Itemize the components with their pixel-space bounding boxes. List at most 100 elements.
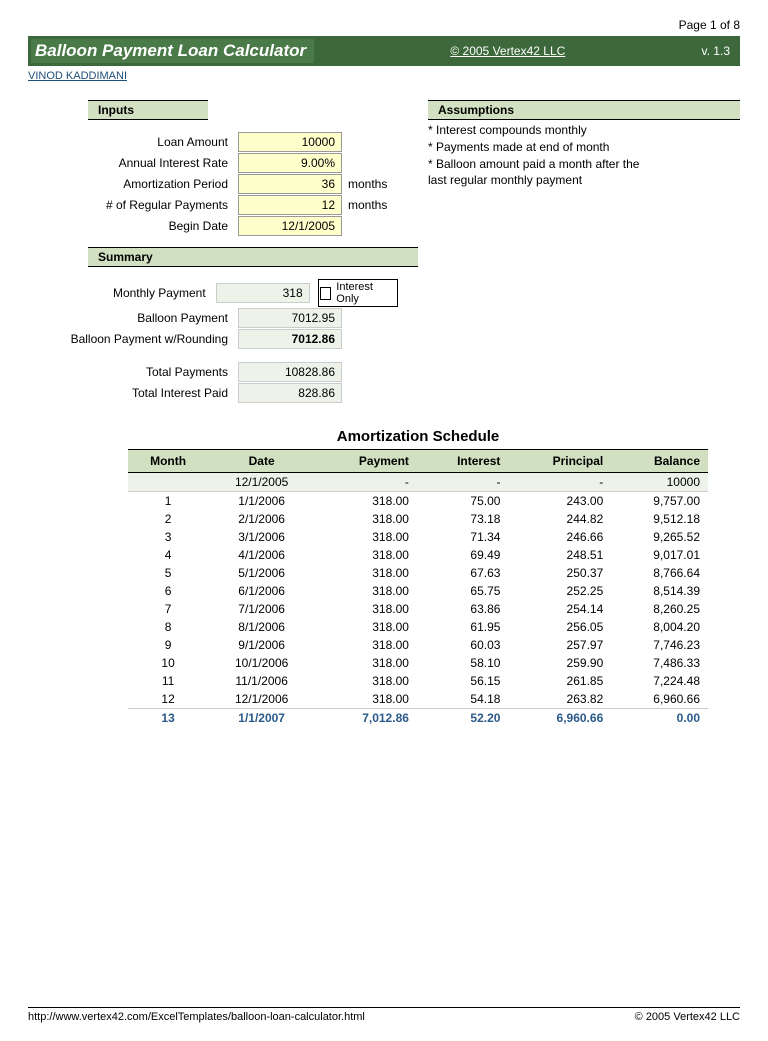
table-cell [128, 473, 208, 492]
table-cell: 0.00 [611, 709, 708, 728]
table-cell: 318.00 [315, 492, 417, 511]
numpay-unit: months [342, 198, 387, 212]
table-cell: 318.00 [315, 618, 417, 636]
table-cell: 7/1/2006 [208, 600, 315, 618]
summary-header: Summary [88, 247, 418, 267]
table-cell: 318.00 [315, 636, 417, 654]
table-cell: 257.97 [508, 636, 611, 654]
footer-copyright: © 2005 Vertex42 LLC [635, 1011, 740, 1023]
begin-input[interactable]: 12/1/2005 [238, 216, 342, 236]
col-date: Date [208, 450, 315, 473]
table-cell: 8/1/2006 [208, 618, 315, 636]
col-interest: Interest [417, 450, 509, 473]
table-cell: 6 [128, 582, 208, 600]
table-cell: 7,224.48 [611, 672, 708, 690]
assumption-line: last regular monthly payment [428, 172, 740, 189]
total-pay-label: Total Payments [28, 365, 238, 379]
table-cell: 246.66 [508, 528, 611, 546]
amort-unit: months [342, 177, 387, 191]
table-row: 131/1/20077,012.8652.206,960.660.00 [128, 709, 708, 728]
table-cell: 1/1/2006 [208, 492, 315, 511]
table-row: 1111/1/2006318.0056.15261.857,224.48 [128, 672, 708, 690]
table-cell: 10 [128, 654, 208, 672]
interest-only-checkbox[interactable]: Interest Only [318, 279, 398, 307]
table-cell: 263.82 [508, 690, 611, 709]
table-row: 33/1/2006318.0071.34246.669,265.52 [128, 528, 708, 546]
table-cell: 11/1/2006 [208, 672, 315, 690]
table-cell: 6,960.66 [508, 709, 611, 728]
table-cell: 9,757.00 [611, 492, 708, 511]
table-cell: - [315, 473, 417, 492]
table-cell: 69.49 [417, 546, 509, 564]
balloon-round-value: 7012.86 [238, 329, 342, 349]
loan-amount-input[interactable]: 10000 [238, 132, 342, 152]
table-row: 77/1/2006318.0063.86254.148,260.25 [128, 600, 708, 618]
assumption-line: * Payments made at end of month [428, 139, 740, 156]
table-cell: 12/1/2005 [208, 473, 315, 492]
table-cell: 5/1/2006 [208, 564, 315, 582]
table-cell: 13 [128, 709, 208, 728]
table-cell: 56.15 [417, 672, 509, 690]
author-link[interactable]: VINOD KADDIMANI [28, 70, 740, 82]
table-cell: 7,486.33 [611, 654, 708, 672]
amort-label: Amortization Period [28, 177, 238, 191]
assumption-line: * Interest compounds monthly [428, 122, 740, 139]
table-row: 66/1/2006318.0065.75252.258,514.39 [128, 582, 708, 600]
table-row: 44/1/2006318.0069.49248.519,017.01 [128, 546, 708, 564]
table-cell: 250.37 [508, 564, 611, 582]
table-cell: 9/1/2006 [208, 636, 315, 654]
table-cell: 8,514.39 [611, 582, 708, 600]
inputs-header: Inputs [88, 100, 208, 120]
table-cell: 7,746.23 [611, 636, 708, 654]
monthly-label: Monthly Payment [28, 286, 216, 300]
table-cell: 9,017.01 [611, 546, 708, 564]
copyright-link[interactable]: © 2005 Vertex42 LLC [450, 44, 565, 58]
footer-url[interactable]: http://www.vertex42.com/ExcelTemplates/b… [28, 1011, 365, 1023]
table-cell: 3/1/2006 [208, 528, 315, 546]
table-cell: 2 [128, 510, 208, 528]
table-row: 12/1/2005---10000 [128, 473, 708, 492]
schedule-title: Amortization Schedule [128, 428, 708, 445]
assumption-line: * Balloon amount paid a month after the [428, 156, 740, 173]
balloon-label: Balloon Payment [28, 311, 238, 325]
table-cell: 3 [128, 528, 208, 546]
table-cell: 52.20 [417, 709, 509, 728]
table-cell: 254.14 [508, 600, 611, 618]
table-cell: 60.03 [417, 636, 509, 654]
table-cell: 2/1/2006 [208, 510, 315, 528]
table-row: 55/1/2006318.0067.63250.378,766.64 [128, 564, 708, 582]
table-cell: 12/1/2006 [208, 690, 315, 709]
table-cell: 259.90 [508, 654, 611, 672]
rate-label: Annual Interest Rate [28, 156, 238, 170]
table-cell: 6,960.66 [611, 690, 708, 709]
table-cell: 252.25 [508, 582, 611, 600]
table-row: 88/1/2006318.0061.95256.058,004.20 [128, 618, 708, 636]
amort-input[interactable]: 36 [238, 174, 342, 194]
begin-label: Begin Date [28, 219, 238, 233]
table-cell: 8,004.20 [611, 618, 708, 636]
table-cell: 67.63 [417, 564, 509, 582]
table-cell: 261.85 [508, 672, 611, 690]
assumptions-header: Assumptions [428, 100, 740, 120]
table-cell: 1 [128, 492, 208, 511]
amortization-table: Month Date Payment Interest Principal Ba… [128, 449, 708, 727]
table-cell: 256.05 [508, 618, 611, 636]
page-number: Page 1 of 8 [28, 18, 740, 32]
col-balance: Balance [611, 450, 708, 473]
checkbox-icon [320, 287, 332, 300]
table-cell: 244.82 [508, 510, 611, 528]
table-cell: 318.00 [315, 672, 417, 690]
table-cell: 1/1/2007 [208, 709, 315, 728]
table-cell: 63.86 [417, 600, 509, 618]
table-row: 22/1/2006318.0073.18244.829,512.18 [128, 510, 708, 528]
table-cell: 7 [128, 600, 208, 618]
numpay-input[interactable]: 12 [238, 195, 342, 215]
table-cell: 318.00 [315, 546, 417, 564]
rate-input[interactable]: 9.00% [238, 153, 342, 173]
table-cell: 8,766.64 [611, 564, 708, 582]
table-cell: 73.18 [417, 510, 509, 528]
table-cell: 8 [128, 618, 208, 636]
assumptions-list: * Interest compounds monthly * Payments … [428, 122, 740, 189]
balloon-round-label: Balloon Payment w/Rounding [28, 332, 238, 346]
table-row: 99/1/2006318.0060.03257.977,746.23 [128, 636, 708, 654]
